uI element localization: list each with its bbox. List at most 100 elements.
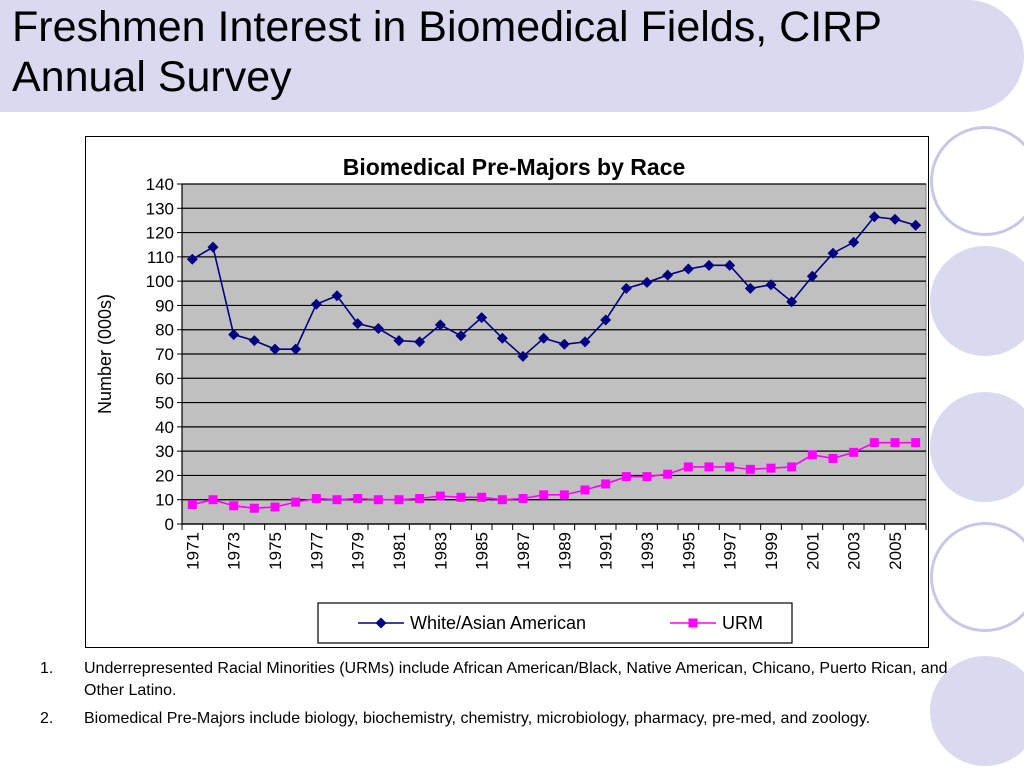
data-point-urm xyxy=(373,495,383,505)
data-point-urm xyxy=(208,495,218,505)
data-point-white-asian xyxy=(558,338,570,350)
data-point-urm xyxy=(559,490,569,500)
data-point-white-asian xyxy=(538,332,550,344)
data-point-white-asian xyxy=(579,336,591,348)
data-point-urm xyxy=(539,490,549,500)
data-point-white-asian xyxy=(310,298,322,310)
y-tick-label: 30 xyxy=(155,442,174,461)
x-tick-label: 2001 xyxy=(803,532,822,570)
data-point-urm xyxy=(766,463,776,473)
data-point-white-asian xyxy=(910,219,922,231)
footnote-1: 1. Underrepresented Racial Minorities (U… xyxy=(40,658,970,702)
legend-label-white-asian: White/Asian American xyxy=(410,613,586,633)
data-point-white-asian xyxy=(868,211,880,223)
data-point-white-asian xyxy=(496,332,508,344)
data-point-white-asian xyxy=(228,329,240,341)
data-point-urm xyxy=(249,503,259,513)
data-point-white-asian xyxy=(414,336,426,348)
data-point-white-asian xyxy=(889,213,901,225)
x-tick-label: 1985 xyxy=(473,532,492,570)
data-point-urm xyxy=(911,438,921,448)
data-point-urm xyxy=(621,472,631,482)
data-point-white-asian xyxy=(744,282,756,294)
x-tick-label: 2003 xyxy=(845,532,864,570)
y-tick-label: 20 xyxy=(155,466,174,485)
x-tick-label: 1983 xyxy=(431,532,450,570)
data-point-white-asian xyxy=(682,263,694,275)
data-point-white-asian xyxy=(703,259,715,271)
y-tick-label: 140 xyxy=(146,175,174,194)
data-point-urm xyxy=(745,464,755,474)
data-point-white-asian xyxy=(827,247,839,259)
x-tick-label: 1977 xyxy=(307,532,326,570)
data-point-white-asian xyxy=(786,296,798,308)
data-point-white-asian xyxy=(455,330,467,342)
x-tick-label: 1973 xyxy=(225,532,244,570)
y-tick-label: 100 xyxy=(146,272,174,291)
chart-frame: Biomedical Pre-Majors by Race 0 10 20 30 40 50… xyxy=(85,136,929,648)
data-point-urm xyxy=(869,438,879,448)
data-point-white-asian xyxy=(393,335,405,347)
line-chart: Biomedical Pre-Majors by Race 0 10 20 30 40 50… xyxy=(95,154,927,644)
y-tick-label: 110 xyxy=(147,248,174,267)
data-point-urm xyxy=(580,485,590,495)
data-point-white-asian xyxy=(352,318,364,330)
data-point-urm xyxy=(477,492,487,502)
footnotes: 1. Underrepresented Racial Minorities (U… xyxy=(40,658,970,736)
data-point-urm xyxy=(642,472,652,482)
y-tick-label: 40 xyxy=(155,418,174,437)
x-tick-label: 1975 xyxy=(266,532,285,570)
title-band xyxy=(0,0,1024,112)
decorative-circle-1 xyxy=(930,126,1024,236)
data-point-white-asian xyxy=(331,290,343,302)
data-point-white-asian xyxy=(372,323,384,334)
y-tick-label: 50 xyxy=(155,394,174,413)
data-point-white-asian xyxy=(724,259,736,271)
data-point-urm xyxy=(311,494,321,503)
data-point-white-asian xyxy=(806,270,818,282)
data-point-urm xyxy=(601,479,611,489)
data-point-white-asian xyxy=(600,314,612,326)
x-tick-label: 1971 xyxy=(183,532,202,570)
x-tick-label: 1995 xyxy=(679,532,698,570)
data-point-white-asian xyxy=(765,279,777,291)
x-tick-label: 1981 xyxy=(390,532,409,570)
data-point-urm xyxy=(849,447,859,457)
decorative-circle-4 xyxy=(930,522,1024,632)
y-tick-label: 0 xyxy=(165,515,174,534)
x-tick-label: 1979 xyxy=(349,532,368,570)
data-point-white-asian xyxy=(848,236,860,248)
data-point-urm xyxy=(187,500,197,510)
y-tick-label: 80 xyxy=(155,321,174,340)
data-point-white-asian xyxy=(248,335,260,347)
data-point-white-asian xyxy=(620,282,632,294)
y-tick-label: 10 xyxy=(155,491,174,510)
data-point-urm xyxy=(497,495,507,505)
decorative-circle-2 xyxy=(930,246,1024,356)
x-tick-label: 1987 xyxy=(514,532,533,570)
legend-marker-urm xyxy=(688,618,698,628)
data-point-urm xyxy=(229,501,239,511)
footnote-number: 1. xyxy=(40,660,54,677)
data-point-urm xyxy=(394,495,404,505)
data-point-white-asian xyxy=(517,350,529,362)
data-point-urm xyxy=(353,494,363,503)
data-point-white-asian xyxy=(207,241,219,253)
x-tick-label: 1999 xyxy=(762,532,781,570)
slide-title: Freshmen Interest in Biomedical Fields, … xyxy=(12,3,882,101)
decorative-circle-3 xyxy=(930,392,1024,502)
data-point-urm xyxy=(435,491,445,501)
data-point-white-asian xyxy=(476,312,488,324)
footnote-number: 2. xyxy=(40,710,54,727)
data-point-urm xyxy=(270,502,280,512)
data-point-white-asian xyxy=(186,253,198,265)
data-point-urm xyxy=(725,462,735,472)
footnote-2: 2. Biomedical Pre-Majors include biology… xyxy=(40,708,970,730)
data-point-urm xyxy=(291,497,301,507)
data-point-urm xyxy=(415,494,425,503)
data-point-white-asian xyxy=(662,269,674,281)
x-tick-label: 1993 xyxy=(638,532,657,570)
series-line-white-asian xyxy=(191,215,916,358)
footnote-text: Biomedical Pre-Majors include biology, b… xyxy=(84,710,871,727)
data-point-white-asian xyxy=(434,319,446,331)
